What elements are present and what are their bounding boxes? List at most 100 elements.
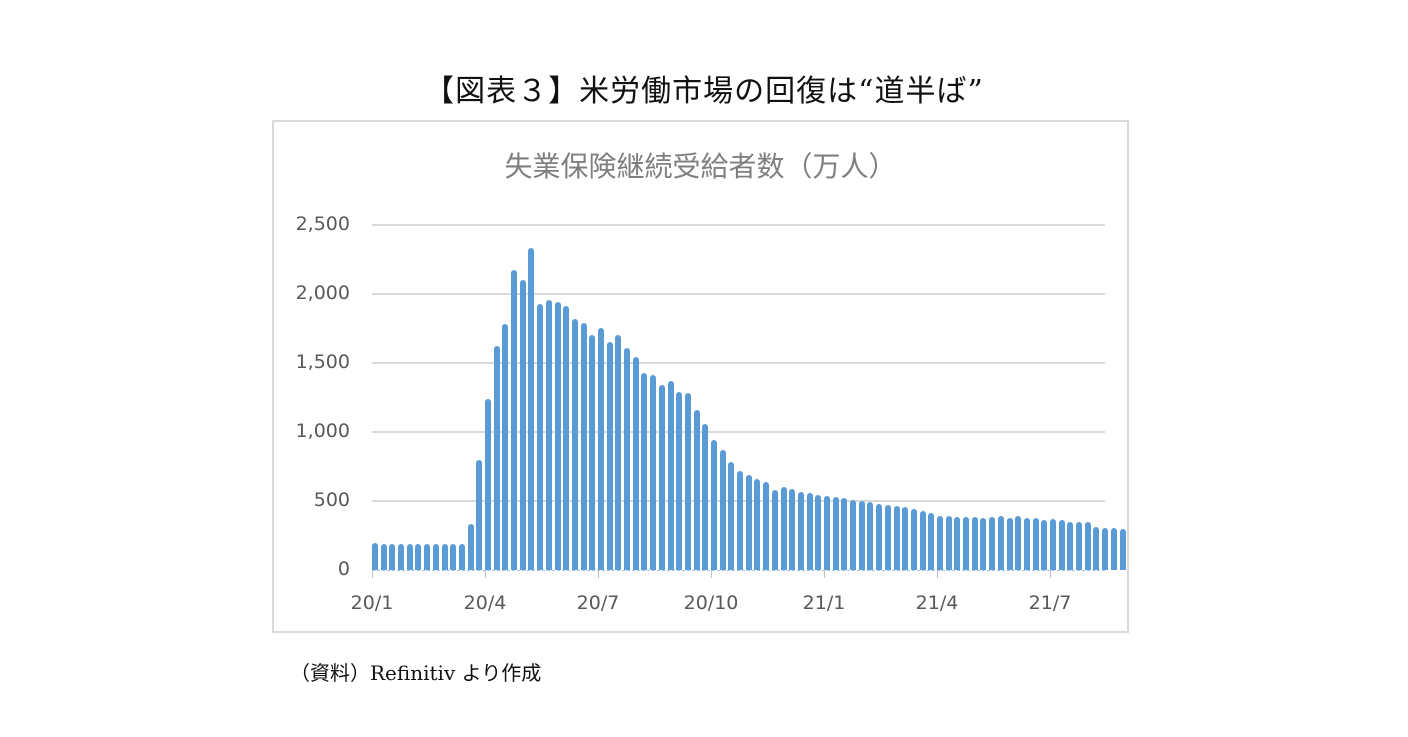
bar [893,505,900,570]
bar [1102,527,1109,570]
bar [867,502,874,570]
figure-title: 【図表３】米労働市場の回復は“道半ば” [424,74,984,109]
x-tick-mark [937,570,938,578]
gridline [372,362,1105,364]
bar [450,544,457,570]
bar [658,385,665,570]
bar [910,509,917,570]
bar [971,516,978,570]
bar [589,335,596,570]
bar [876,503,883,570]
bar [467,524,474,570]
bar [789,489,796,570]
bar [989,516,996,570]
bar [485,398,491,570]
bar [415,543,422,570]
bar [963,516,970,570]
bar [606,342,613,570]
y-tick-label: 1,000 [295,420,350,442]
bar [1058,520,1065,570]
x-tick-mark [598,570,599,578]
bar [493,346,500,570]
bar [458,543,465,570]
x-tick-mark [1050,570,1051,578]
bar [1067,521,1074,570]
bar [693,409,700,570]
bar [711,440,717,570]
bar [945,516,952,570]
bar [937,515,943,570]
bar [824,496,830,570]
bar [441,544,448,570]
x-tick-label: 20/1 [350,592,394,614]
bar [980,517,987,570]
bar [667,380,674,570]
bar [372,543,378,570]
x-tick-label: 20/10 [683,592,739,614]
y-tick-label: 2,500 [295,213,350,235]
bar [615,335,622,570]
x-tick-label: 21/1 [802,592,846,614]
bar [511,269,518,570]
bar [919,510,926,570]
bar [502,324,509,570]
x-tick-label: 20/7 [576,592,620,614]
source-note: （資料）Refinitiv より作成 [290,661,542,685]
bar-series [372,0,1126,570]
bar [476,459,483,570]
bar [1050,518,1056,570]
x-axis-line [372,570,1105,571]
bar [406,544,413,570]
bar [884,505,891,570]
chart-title: 失業保険継続受給者数（万人） [504,150,897,183]
bar [545,300,552,570]
bar [571,318,578,570]
x-tick-label: 21/4 [915,592,959,614]
bar [624,347,631,570]
bar [806,493,813,570]
y-tick-label: 2,000 [295,282,350,304]
bar [1110,527,1117,570]
bar [928,513,935,570]
gridline [372,431,1105,433]
bar [554,301,561,570]
y-tick-label: 0 [337,558,350,580]
bar [684,392,691,570]
bar [728,461,735,570]
bar [598,327,604,570]
bar [528,248,535,570]
x-tick-mark [485,570,486,578]
bar [1041,519,1048,570]
bar [745,474,752,570]
y-tick-label: 500 [313,489,350,511]
bar [580,322,587,570]
bar [850,499,857,570]
bar [432,543,439,570]
bar [702,423,709,570]
bar [902,507,909,570]
bar [754,478,761,570]
bar [563,306,570,570]
bar [797,492,804,570]
bar [780,487,787,570]
bar [537,303,544,570]
bar [954,516,961,570]
bar [858,501,865,570]
x-tick-label: 20/4 [463,592,507,614]
x-tick-mark [372,570,373,578]
bar [1119,528,1126,570]
bar [632,356,639,570]
bar [380,543,387,570]
bar [1084,521,1091,570]
bar [763,482,770,570]
gridline [372,293,1105,295]
bar [1015,515,1022,570]
bar [1032,518,1039,570]
bar [1023,517,1030,570]
bar [832,496,839,570]
bar [650,375,657,570]
chart-frame [272,120,1129,633]
gridline [372,224,1105,226]
bar [1076,522,1083,570]
y-tick-label: 1,500 [295,351,350,373]
